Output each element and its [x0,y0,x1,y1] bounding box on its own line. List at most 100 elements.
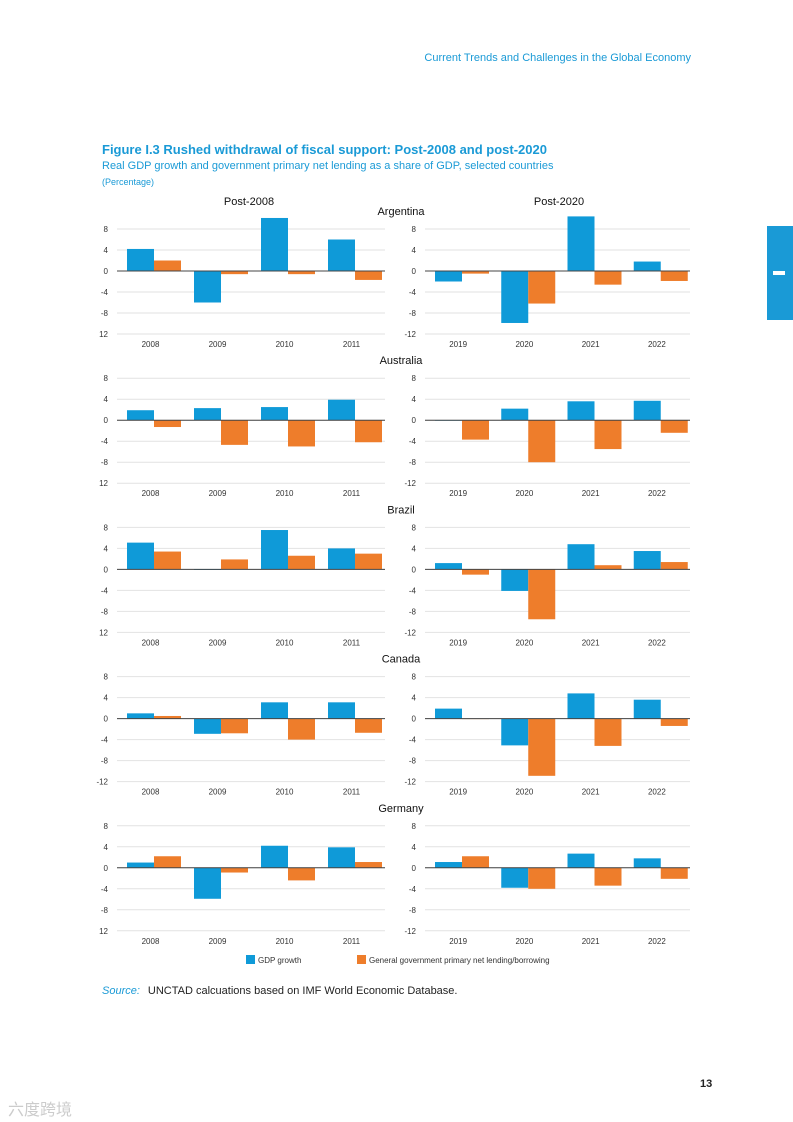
bar-gdp-growth [261,845,288,868]
x-tick-label: 2021 [582,788,600,797]
y-tick-label: 4 [412,694,417,703]
x-tick-label: 2022 [648,937,666,946]
country-label: Brazil [387,504,415,516]
bar-primary-net-lending [221,559,248,570]
panel-title-post-2020: Post-2020 [534,196,584,208]
running-header: Current Trends and Challenges in the Glo… [424,52,691,64]
y-tick-label: -8 [409,607,417,616]
bar-primary-net-lending [355,553,382,570]
y-tick-label: 8 [412,822,417,831]
x-tick-label: 2020 [515,788,533,797]
bar-primary-net-lending [528,271,556,304]
bar-primary-net-lending [462,271,489,274]
bar-primary-net-lending [288,867,315,881]
bar-primary-net-lending [594,718,622,746]
y-tick-label: -12 [96,778,108,787]
bar-primary-net-lending [660,718,688,726]
y-tick-label: -8 [101,906,109,915]
bar-gdp-growth [194,271,221,303]
bar-primary-net-lending [660,562,688,570]
bar-gdp-growth [261,217,288,271]
bar-primary-net-lending [594,565,622,570]
figure-unit: (Percentage) [102,177,155,187]
y-tick-label: 0 [412,416,417,425]
x-tick-label: 2022 [648,489,666,498]
x-tick-label: 2011 [343,937,361,946]
y-tick-label: 0 [412,715,417,724]
bar-primary-net-lending [528,867,556,889]
bar-gdp-growth [501,867,529,888]
legend-label-primary-net-lending: General government primary net lending/b… [369,956,550,965]
y-tick-label: -12 [404,778,416,787]
y-tick-label: -4 [409,736,417,745]
bar-gdp-growth [328,239,355,271]
bar-primary-net-lending [660,420,688,433]
y-tick-label: -4 [101,437,109,446]
country-label: Canada [382,654,421,666]
x-tick-label: 2021 [582,638,600,647]
x-tick-label: 2022 [648,340,666,349]
bar-gdp-growth [328,847,355,868]
y-tick-label: 0 [104,565,109,574]
country-label: Argentina [377,206,425,218]
bar-primary-net-lending [154,260,181,271]
y-tick-label: 12 [99,628,108,637]
bar-gdp-growth [435,862,462,868]
y-tick-label: 12 [99,479,108,488]
x-tick-label: 2021 [582,489,600,498]
bar-gdp-growth [194,718,221,734]
y-tick-label: -4 [409,586,417,595]
y-tick-label: 4 [104,395,109,404]
bar-gdp-growth [328,399,355,421]
bar-primary-net-lending [221,420,248,445]
bar-primary-net-lending [154,420,181,428]
bar-primary-net-lending [288,718,315,740]
bar-primary-net-lending [528,569,556,620]
bar-gdp-growth [261,702,288,719]
x-tick-label: 2020 [515,489,533,498]
y-tick-label: -4 [409,288,417,297]
x-tick-label: 2009 [209,788,227,797]
y-tick-label: -12 [404,927,416,936]
bar-primary-net-lending [288,271,315,275]
bar-gdp-growth [127,542,154,570]
y-tick-label: -8 [409,906,417,915]
y-tick-label: 8 [412,523,417,532]
y-tick-label: 0 [104,267,109,276]
bar-primary-net-lending [528,420,556,463]
y-tick-label: 8 [412,374,417,383]
bar-primary-net-lending [462,569,489,575]
bar-primary-net-lending [221,271,248,275]
x-tick-label: 2011 [343,340,361,349]
bar-gdp-growth [328,702,355,719]
y-tick-label: -4 [409,885,417,894]
y-tick-label: 4 [104,246,109,255]
bar-gdp-growth [261,530,288,570]
bar-primary-net-lending [154,551,181,570]
x-tick-label: 2021 [582,340,600,349]
bar-gdp-growth [633,699,661,719]
watermark-logo: 六度跨境 [8,1102,73,1119]
y-tick-label: -4 [101,736,109,745]
bar-gdp-growth [328,548,355,570]
source-text: UNCTAD calcuations based on IMF World Ec… [147,985,458,997]
y-tick-label: 4 [104,544,109,553]
x-tick-label: 2008 [142,937,160,946]
x-tick-label: 2019 [449,937,467,946]
y-tick-label: 12 [99,927,108,936]
x-tick-label: 2011 [343,788,361,797]
y-tick-label: 12 [99,330,108,339]
bar-gdp-growth [194,867,221,899]
y-tick-label: 0 [104,416,109,425]
bar-primary-net-lending [594,271,622,285]
bar-gdp-growth [435,563,462,570]
x-tick-label: 2009 [209,340,227,349]
bar-primary-net-lending [355,420,382,443]
y-tick-label: 0 [412,864,417,873]
bar-gdp-growth [567,401,595,421]
bar-primary-net-lending [594,420,622,450]
y-tick-label: -4 [101,586,109,595]
x-tick-label: 2008 [142,340,160,349]
x-tick-label: 2008 [142,638,160,647]
